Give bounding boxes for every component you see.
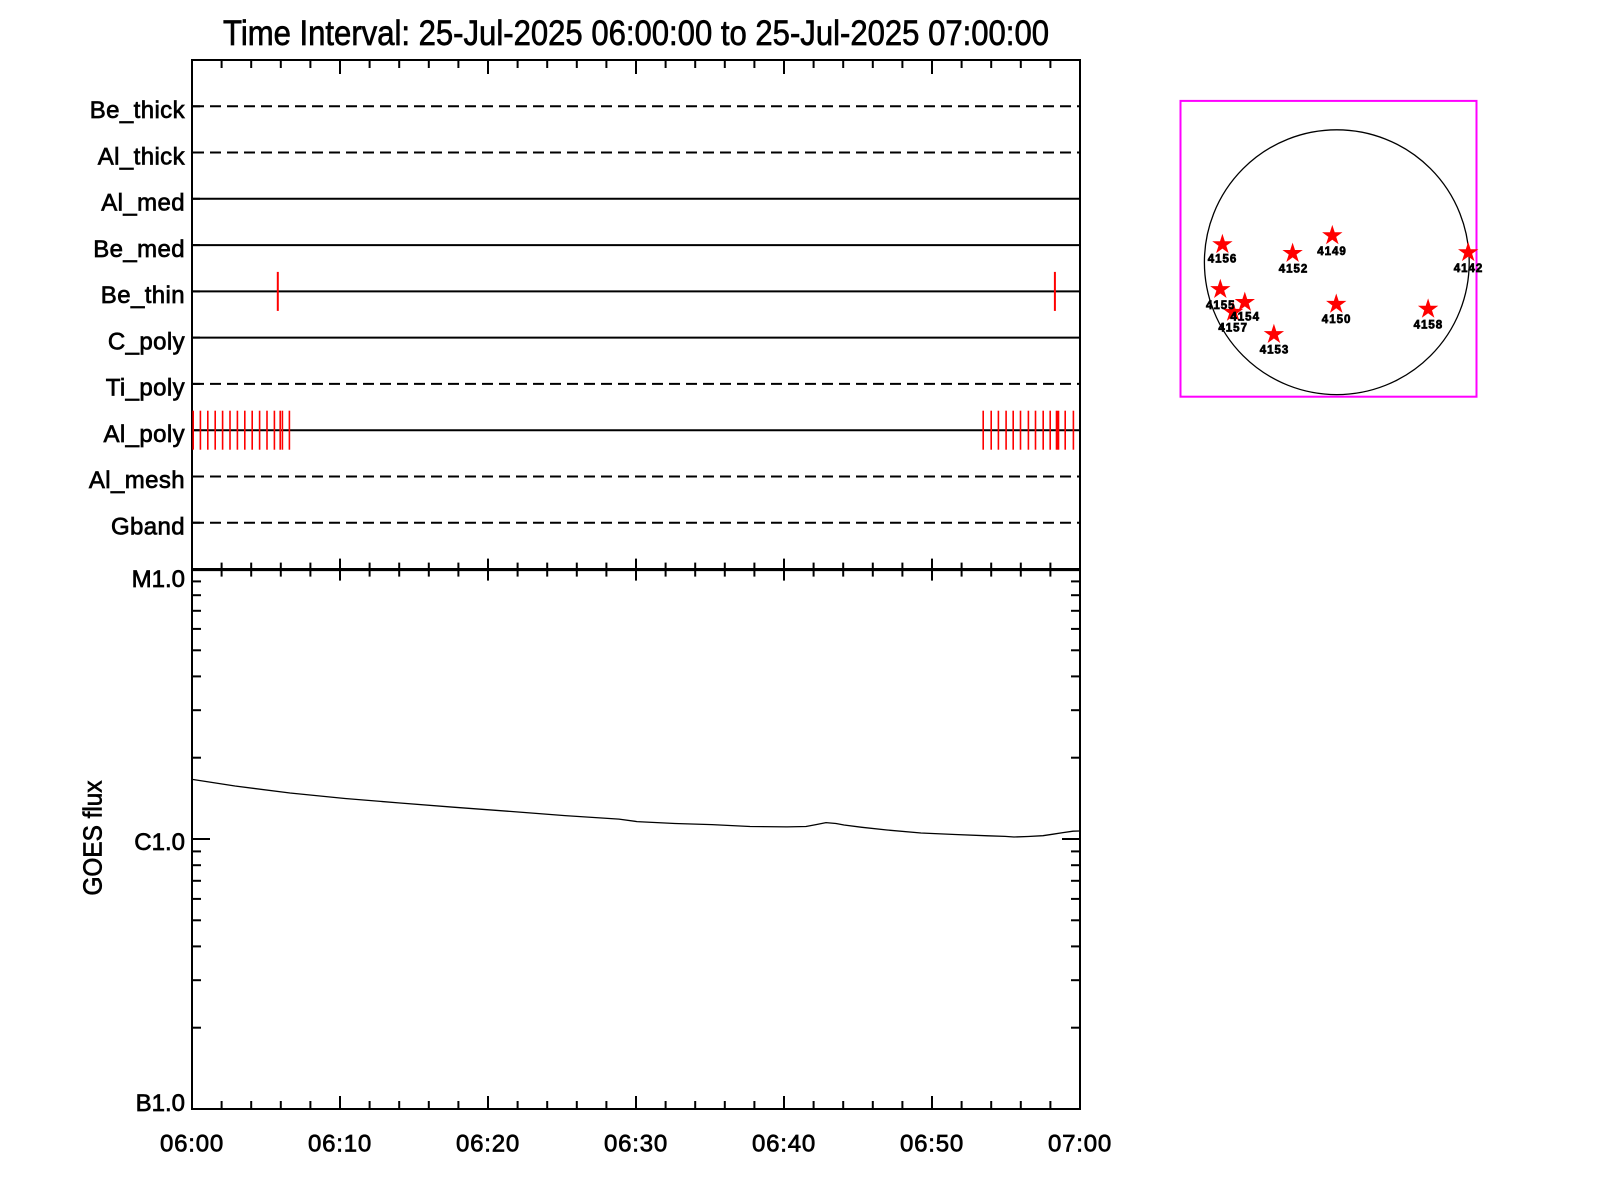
svg-text:4157: 4157 (1218, 323, 1248, 335)
svg-text:4152: 4152 (1279, 264, 1309, 276)
svg-text:06:30: 06:30 (604, 1131, 668, 1158)
svg-text:Al_med: Al_med (101, 190, 185, 217)
svg-text:Time Interval: 25-Jul-2025 06:: Time Interval: 25-Jul-2025 06:00:00 to 2… (223, 14, 1049, 53)
svg-text:Ti_poly: Ti_poly (106, 375, 185, 402)
svg-text:Gband: Gband (111, 514, 185, 541)
svg-text:4150: 4150 (1322, 314, 1352, 326)
svg-text:06:50: 06:50 (900, 1131, 964, 1158)
svg-text:Be_med: Be_med (93, 236, 185, 263)
svg-text:GOES flux: GOES flux (78, 781, 108, 896)
svg-text:06:40: 06:40 (752, 1131, 816, 1158)
svg-text:C1.0: C1.0 (134, 829, 185, 856)
svg-text:Al_thick: Al_thick (98, 143, 186, 170)
svg-text:C_poly: C_poly (108, 328, 185, 355)
svg-text:Be_thin: Be_thin (101, 282, 185, 309)
svg-text:4142: 4142 (1454, 263, 1484, 275)
svg-text:06:10: 06:10 (308, 1131, 372, 1158)
svg-text:B1.0: B1.0 (136, 1090, 185, 1117)
svg-text:Al_poly: Al_poly (103, 421, 185, 448)
svg-text:06:20: 06:20 (456, 1131, 520, 1158)
svg-text:06:00: 06:00 (160, 1131, 224, 1158)
svg-text:Al_mesh: Al_mesh (89, 467, 185, 494)
svg-text:4149: 4149 (1317, 246, 1347, 258)
svg-text:4155: 4155 (1206, 300, 1236, 312)
svg-text:Be_thick: Be_thick (90, 97, 186, 124)
svg-text:4154: 4154 (1230, 311, 1260, 323)
svg-text:M1.0: M1.0 (132, 566, 185, 593)
svg-text:4153: 4153 (1260, 344, 1290, 356)
svg-text:4158: 4158 (1414, 320, 1444, 332)
svg-text:4156: 4156 (1208, 254, 1238, 266)
svg-text:07:00: 07:00 (1048, 1131, 1112, 1158)
